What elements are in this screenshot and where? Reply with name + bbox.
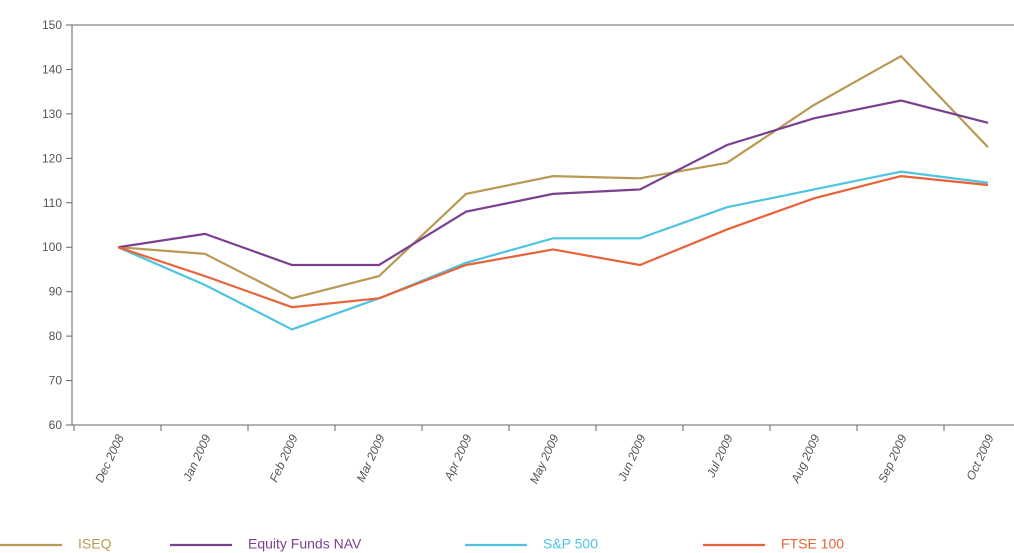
y-tick-label: 100 <box>42 240 62 254</box>
series-line <box>117 54 989 300</box>
y-tick-label: 130 <box>42 107 62 121</box>
x-tick-label: Jul 2009 <box>703 432 735 480</box>
y-tick-label: 110 <box>43 196 62 210</box>
x-tick-label: May 2009 <box>527 432 562 486</box>
y-tick-label: 140 <box>42 62 62 76</box>
legend-text: S&P 500 <box>543 536 598 552</box>
x-tick-label: Apr 2009 <box>441 432 475 483</box>
legend-text: Equity Funds NAV <box>248 536 362 552</box>
y-tick-label: 70 <box>49 374 63 388</box>
y-tick-label: 60 <box>49 418 63 432</box>
series-line <box>117 174 989 309</box>
y-tick-label: 90 <box>49 285 63 299</box>
x-tick-label: Jun 2009 <box>615 432 649 484</box>
legend-text: FTSE 100 <box>781 536 844 552</box>
x-tick-label: Oct 2009 <box>963 432 996 482</box>
y-tick-label: 80 <box>49 329 63 343</box>
legend-text: ISEQ <box>78 536 112 552</box>
x-tick-label: Dec 2008 <box>92 432 127 485</box>
y-tick-label: 150 <box>42 18 62 32</box>
x-tick-label: Jan 2009 <box>180 432 214 484</box>
series-line <box>117 170 989 331</box>
y-tick-label: 120 <box>42 151 62 165</box>
x-tick-label: Aug 2009 <box>788 432 823 486</box>
x-tick-label: Sep 2009 <box>875 432 910 485</box>
series-line <box>117 99 989 267</box>
x-tick-label: Feb 2009 <box>267 432 301 484</box>
x-tick-label: Mar 2009 <box>354 432 388 484</box>
